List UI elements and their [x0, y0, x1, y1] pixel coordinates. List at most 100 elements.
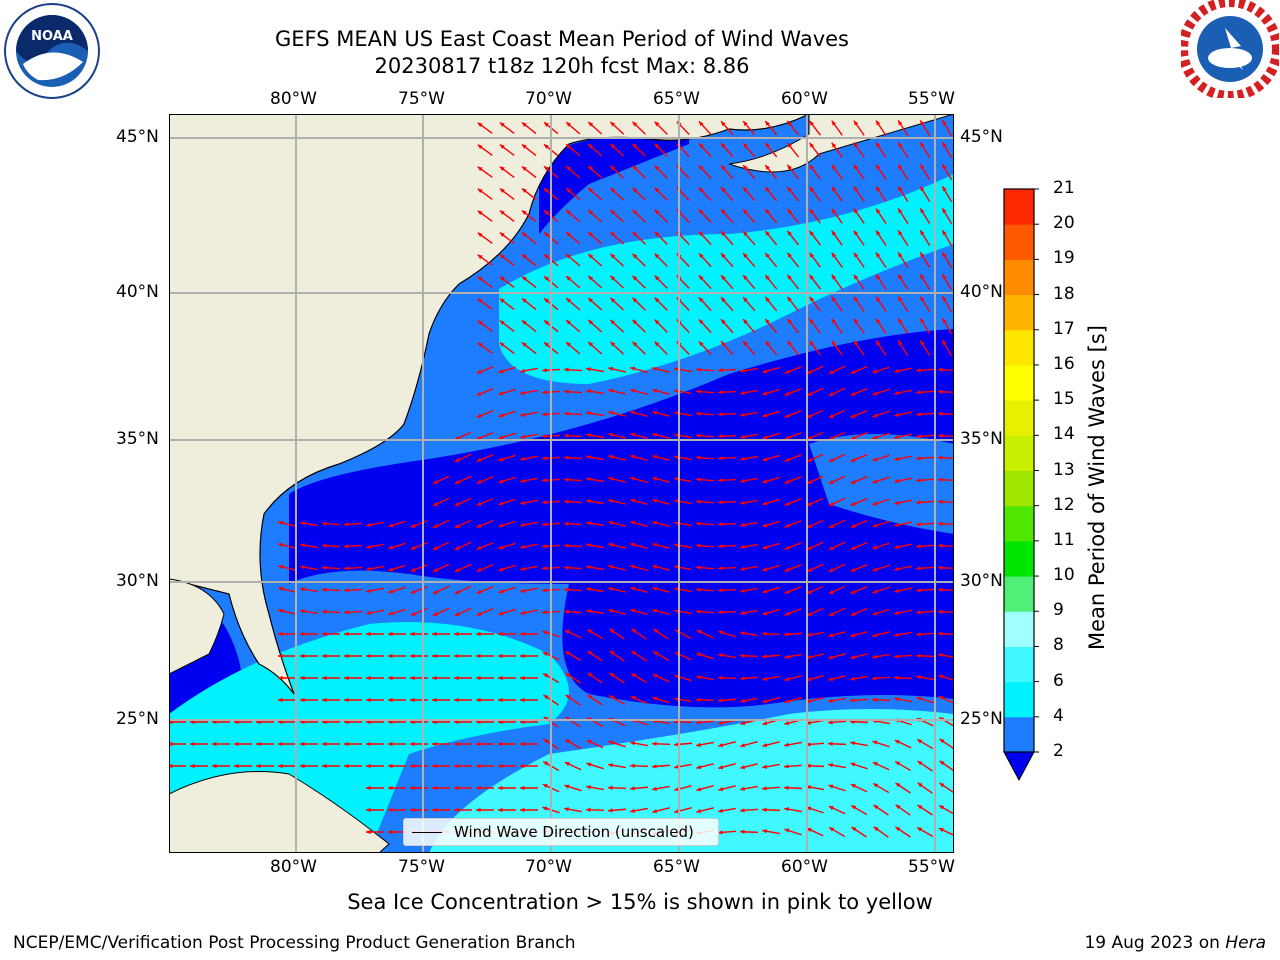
- wave-arrow-head: [477, 122, 483, 128]
- wave-arrow-head: [762, 589, 768, 594]
- wave-arrow-head: [872, 413, 878, 418]
- wave-arrow-head: [743, 165, 748, 170]
- wave-arrow-head: [521, 144, 527, 149]
- wave-arrow-head: [278, 653, 283, 659]
- wave-arrow-head: [520, 697, 525, 703]
- wave-arrow-head: [762, 807, 767, 812]
- wave-arrow-head: [543, 673, 549, 678]
- wave-arrow-head: [498, 589, 504, 594]
- wave-arrow-head: [499, 254, 505, 260]
- wave-arrow-head: [566, 144, 571, 149]
- colorbar-tick-label: 6: [1053, 670, 1064, 691]
- wave-arrow-head: [806, 567, 812, 572]
- wave-arrow-head: [762, 479, 768, 484]
- wave-arrow-head: [498, 611, 504, 616]
- wave-arrow-head: [853, 164, 859, 170]
- wave-arrow-head: [894, 697, 899, 702]
- wave-arrow-head: [831, 230, 837, 236]
- wave-arrow-head: [894, 434, 900, 440]
- wave-arrow-head: [586, 499, 591, 504]
- wave-arrow-head: [278, 608, 284, 614]
- wave-arrow-head: [498, 545, 504, 550]
- wave-arrow-head: [632, 165, 638, 171]
- wave-arrow-head: [765, 341, 770, 346]
- wave-arrow-head: [765, 231, 770, 236]
- wave-arrow-head: [718, 368, 723, 373]
- wave-arrow-head: [630, 564, 636, 569]
- wave-arrow-head: [718, 456, 723, 461]
- wave-arrow-head: [698, 253, 704, 259]
- wave-arrow-head: [608, 388, 614, 394]
- wave-arrow-head: [630, 586, 636, 591]
- nws-logo: [1178, 0, 1280, 101]
- wave-arrow-head: [696, 521, 701, 526]
- wave-arrow-head: [831, 296, 837, 302]
- wave-arrow-head: [653, 629, 659, 634]
- noaa-logo: NOAA: [3, 2, 101, 100]
- wave-arrow-head: [476, 653, 481, 659]
- wave-arrow-head: [586, 521, 591, 526]
- wave-arrow-head: [344, 763, 349, 769]
- wave-arrow-head: [630, 696, 636, 701]
- wave-arrow-head: [806, 611, 812, 616]
- wave-arrow-head: [762, 786, 767, 791]
- wave-arrow-head: [610, 341, 616, 347]
- wave-arrow-head: [674, 764, 679, 769]
- wave-arrow-head: [542, 588, 547, 593]
- wave-arrow-head: [718, 698, 723, 703]
- wave-arrow-head: [894, 522, 900, 528]
- wave-arrow-head: [938, 543, 943, 548]
- wave-arrow-head: [872, 567, 878, 572]
- wave-arrow-head: [632, 341, 638, 347]
- wave-arrow-head: [432, 611, 438, 616]
- wave-arrow-head: [454, 545, 460, 550]
- wave-arrow-head: [366, 610, 371, 615]
- wave-arrow-head: [498, 741, 503, 747]
- wave-arrow-head: [809, 142, 815, 148]
- wave-arrow-head: [520, 368, 525, 373]
- wave-arrow-head: [278, 697, 283, 703]
- wave-arrow-head: [765, 297, 770, 302]
- wave-arrow-head: [721, 121, 726, 127]
- wave-arrow-head: [698, 297, 704, 303]
- wave-arrow-head: [872, 479, 878, 484]
- wave-arrow-head: [190, 741, 195, 747]
- wave-arrow-head: [477, 320, 483, 326]
- wave-arrow-head: [476, 545, 482, 550]
- wave-arrow-head: [588, 232, 594, 237]
- wave-arrow-head: [828, 457, 834, 462]
- wave-arrow-head: [806, 479, 812, 484]
- wave-arrow-head: [765, 275, 770, 280]
- wave-arrow-head: [542, 652, 548, 657]
- wave-arrow-head: [696, 764, 702, 770]
- wave-arrow-head: [674, 499, 679, 504]
- wave-arrow-head: [588, 122, 594, 127]
- wave-arrow-head: [564, 411, 569, 416]
- wave-arrow-head: [942, 274, 947, 280]
- wave-arrow-head: [853, 142, 859, 148]
- wave-arrow-head: [850, 654, 856, 660]
- wave-arrow-head: [520, 588, 525, 593]
- wave-arrow-head: [696, 543, 701, 548]
- wave-arrow-head: [787, 230, 792, 236]
- wave-arrow-head: [809, 230, 815, 236]
- lon-tick-top: 70°W: [525, 89, 572, 109]
- wave-arrow-head: [499, 276, 505, 282]
- wave-arrow-head: [652, 498, 658, 504]
- wave-arrow-head: [322, 631, 327, 637]
- wave-arrow-head: [521, 232, 527, 237]
- wave-arrow-head: [853, 274, 859, 280]
- wave-arrow-head: [212, 763, 217, 769]
- wave-arrow-head: [498, 763, 503, 769]
- wave-arrow-head: [632, 209, 638, 215]
- wave-arrow-head: [454, 567, 460, 572]
- wave-arrow-head: [542, 784, 548, 789]
- wave-arrow-head: [917, 805, 923, 810]
- wave-arrow-head: [652, 432, 658, 438]
- wave-arrow-head: [542, 630, 548, 635]
- wave-arrow-head: [674, 609, 679, 614]
- wave-arrow-head: [588, 276, 594, 281]
- wave-arrow-head: [853, 120, 859, 126]
- map-subtitle: 20230817 t18z 120h fcst Max: 8.86: [374, 54, 750, 78]
- wave-arrow-head: [432, 763, 437, 769]
